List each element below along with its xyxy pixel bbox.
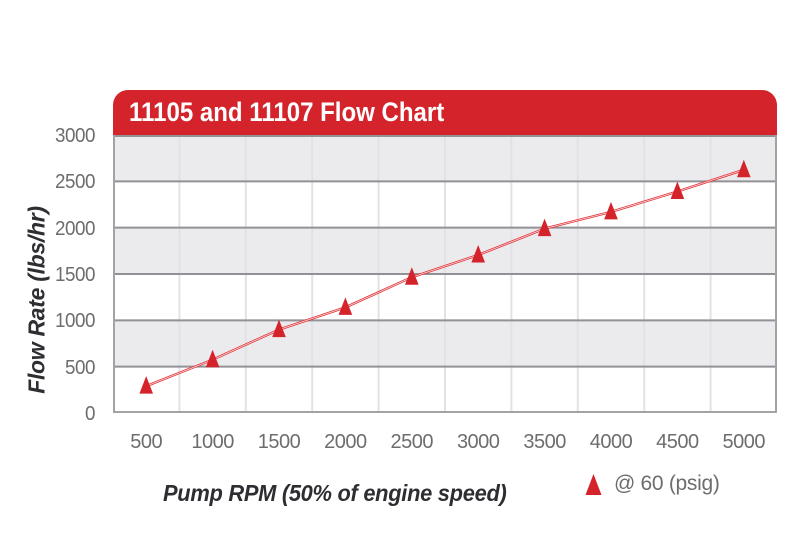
y-tick-label: 0 [85,403,95,425]
data-point-marker [737,159,751,178]
data-point-marker [604,201,618,220]
data-point-marker [471,245,485,263]
legend-triangle-shape [585,473,602,495]
x-tick-label: 2000 [324,431,367,453]
x-axis-title: Pump RPM (50% of engine speed) [163,480,507,506]
y-tick-label: 500 [65,356,95,379]
legend: @ 60 (psig) [585,472,720,496]
data-point-marker [537,218,552,237]
data-point-marker [205,349,220,368]
legend-label: @ 60 (psig) [614,472,720,495]
chart-title-banner: 11105 and 11107 Flow Chart [113,90,777,135]
y-tick-label: 1500 [55,264,95,286]
data-point-marker [338,297,353,315]
x-tick-label: 2500 [390,431,434,453]
x-tick-label: 4500 [656,431,699,453]
x-tick-label: 4000 [589,431,633,453]
x-tick-label: 3500 [523,431,566,453]
y-tick-label: 2500 [55,171,95,194]
data-point-marker [272,319,286,338]
x-tick-label: 500 [130,431,163,453]
plot-area [113,135,777,413]
x-tick-label: 1000 [191,431,234,453]
flow-series-line-highlight [146,169,744,387]
x-tick-label: 5000 [722,431,766,453]
y-tick-label: 1000 [55,310,95,333]
data-point-marker [139,376,153,394]
x-tick-label: 3000 [456,431,500,453]
y-tick-label: 3000 [55,125,95,147]
data-point-marker [405,267,419,285]
legend-triangle-icon [585,473,602,495]
y-tick-label: 2000 [55,217,95,240]
x-tick-label: 1500 [257,431,301,453]
data-point-marker [670,181,685,199]
chart-title: 11105 and 11107 Flow Chart [129,97,445,127]
